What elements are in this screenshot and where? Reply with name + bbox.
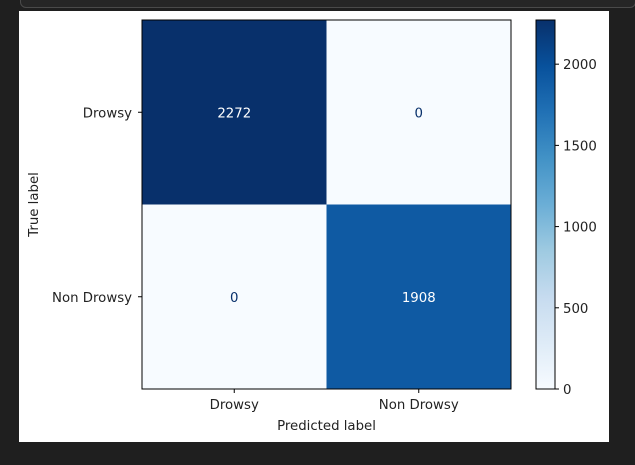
- colorbar-ticks: 0 500 1000 1500 2000: [555, 58, 597, 398]
- cell-value-label: 0: [230, 291, 238, 306]
- cell-value-label: 2272: [217, 106, 251, 121]
- x-axis: Drowsy Non Drowsy: [210, 389, 459, 413]
- colorbar: 0 500 1000 1500 2000: [535, 19, 597, 398]
- x-tick-label: Non Drowsy: [379, 398, 459, 413]
- colorbar-tick-label: 500: [563, 302, 588, 317]
- matrix-cell: [326, 204, 511, 389]
- colorbar-tick-label: 2000: [563, 58, 597, 73]
- colorbar-tick-label: 1500: [563, 139, 597, 154]
- cell-value-label: 1908: [402, 291, 436, 306]
- confusion-matrix-chart: 2272 0 0 1908 Drowsy Non Drowsy Drowsy Non Dr…: [27, 19, 597, 434]
- matrix-cells: 2272 0 0 1908: [142, 20, 511, 389]
- y-tick-label: Non Drowsy: [52, 291, 132, 306]
- y-axis-label: True label: [27, 172, 42, 238]
- colorbar-tick-label: 0: [563, 383, 571, 398]
- matrix-cell: [142, 20, 327, 205]
- colorbar-tick-label: 1000: [563, 221, 597, 236]
- matrix-cell: [326, 20, 511, 205]
- y-tick-label: Drowsy: [83, 106, 132, 121]
- matrix-frame: [141, 19, 512, 390]
- matrix-cell: [142, 204, 327, 389]
- cell-value-label: 0: [415, 106, 423, 121]
- x-axis-label: Predicted label: [277, 419, 376, 434]
- output-scroll-bar[interactable]: [20, 0, 635, 8]
- plot-area: 2272 0 0 1908 Drowsy Non Drowsy Drowsy Non Dr…: [19, 11, 609, 442]
- colorbar-gradient: [535, 19, 556, 390]
- x-tick-label: Drowsy: [210, 398, 259, 413]
- y-axis: Drowsy Non Drowsy: [52, 106, 142, 306]
